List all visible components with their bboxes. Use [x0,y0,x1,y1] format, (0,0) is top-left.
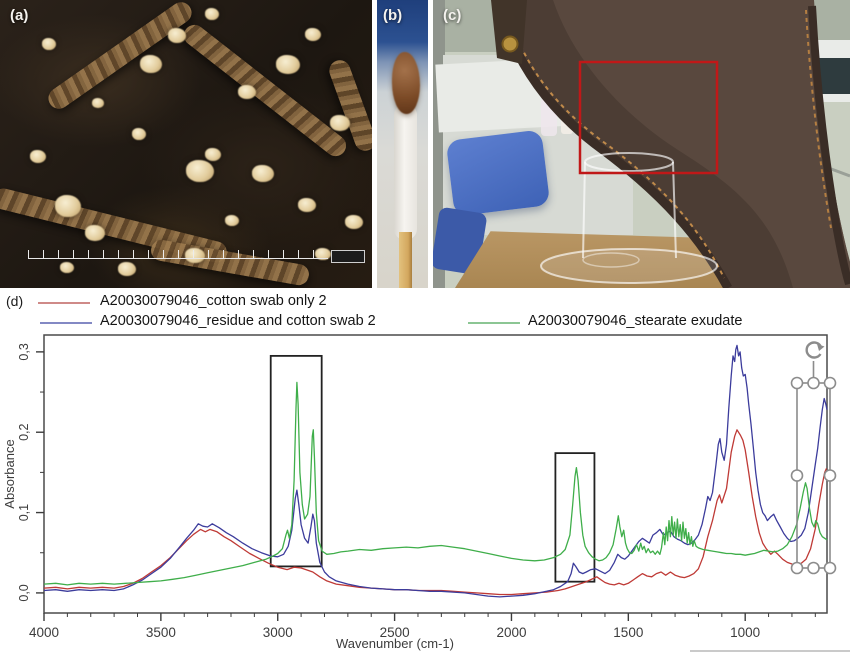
highlight-box [269,354,323,568]
leather-fiber [44,0,196,113]
exudate-crystal [330,115,350,131]
exudate-crystal [85,225,105,241]
selection-handle[interactable] [790,561,804,575]
sampling-roi-box [578,60,719,175]
swab-cotton-tip [394,104,417,240]
spectrum-series-1 [43,344,828,598]
x-tick-label: 1000 [730,625,760,640]
selection-handle[interactable] [823,469,837,482]
highlight-box [554,452,596,583]
exudate-crystal [238,85,256,99]
y-axis-title: Absorbance [2,439,17,508]
x-tick-label: 4000 [29,625,59,640]
exudate-crystal [298,198,316,212]
x-tick-label: 1500 [613,625,643,640]
glass-beaker [540,152,718,284]
legend-swatch-red [38,302,90,304]
selection-handle[interactable] [790,469,804,482]
selection-handle[interactable] [807,561,820,575]
strap [491,0,527,64]
ftir-chart-area: Absorbance Wavenumber (cm-1) 4000 3500 300… [0,333,850,659]
stitch-seam [506,7,725,279]
y-tick-label: 0,1 [17,504,31,521]
x-axis-title: Wavenumber (cm-1) [336,636,454,651]
y-tick-label: 0,0 [17,584,31,601]
right-stitch-seam [805,9,832,229]
x-tick-label: 3500 [146,625,176,640]
leather-fiber [179,20,351,161]
y-tick-label: 0,3 [17,343,31,360]
exudate-crystal [92,98,104,108]
selection-handle[interactable] [823,376,837,390]
swab-stick [399,232,412,288]
legend-swatch-green [468,322,520,324]
y-tick-label: 0,2 [17,423,31,440]
scale-ruler [28,250,328,259]
selection-handle[interactable] [807,376,820,390]
selection-handle[interactable] [823,561,837,575]
exudate-crystal [42,38,56,50]
exudate-crystal [132,128,146,140]
right-rolled-edge [808,5,850,286]
scale-bar-chip [331,250,365,263]
exudate-crystal [205,8,219,20]
brass-stud [501,35,519,53]
photo-micrograph-exudate: (a) [0,0,372,288]
exudate-crystal [252,165,274,182]
exudate-crystal [30,150,46,163]
leather-sheen [553,0,850,288]
rotation-handle-icon[interactable] [805,341,822,359]
exudate-crystal [168,28,186,43]
leather-fiber [149,238,311,287]
plot-border [43,334,828,614]
exudate-crystal [140,55,162,73]
spectrum-series-0 [43,429,828,596]
swab-residue [392,52,420,114]
exudate-crystal [305,28,321,41]
panel-label-d: (d) [6,293,24,309]
panel-label-a: (a) [10,7,29,24]
exudate-crystal [276,55,300,74]
ftir-spectra-chart: Absorbance Wavenumber (cm-1) 4000 3500 300… [2,334,850,652]
panel-label-b: (b) [383,7,403,24]
legend-label-red: A20030079046_cotton swab only 2 [100,293,327,309]
panel-label-c: (c) [443,7,462,24]
photo-cotton-swab: (b) [377,0,428,288]
exudate-crystal [225,215,239,226]
legend-label-blue: A20030079046_residue and cotton swab 2 [100,313,376,329]
rotation-handle-arrow[interactable] [817,344,825,351]
exudate-crystal [345,215,363,229]
exudate-crystal [118,262,136,276]
x-tick-label: 2000 [496,625,526,640]
x-tick-label: 2500 [380,625,410,640]
exudate-crystal [205,148,221,161]
legend-label-green: A20030079046_stearate exudate [528,313,743,329]
exudate-crystal [55,195,81,217]
x-tick-label: 3000 [263,625,293,640]
legend-swatch-blue [40,322,92,324]
leather-bag-illustration [491,0,850,288]
photo-leather-bag: (c) [433,0,850,288]
selection-handle[interactable] [790,376,804,390]
exudate-crystal [60,262,74,273]
exudate-crystal [186,160,214,182]
spectrum-series-2 [43,381,828,586]
